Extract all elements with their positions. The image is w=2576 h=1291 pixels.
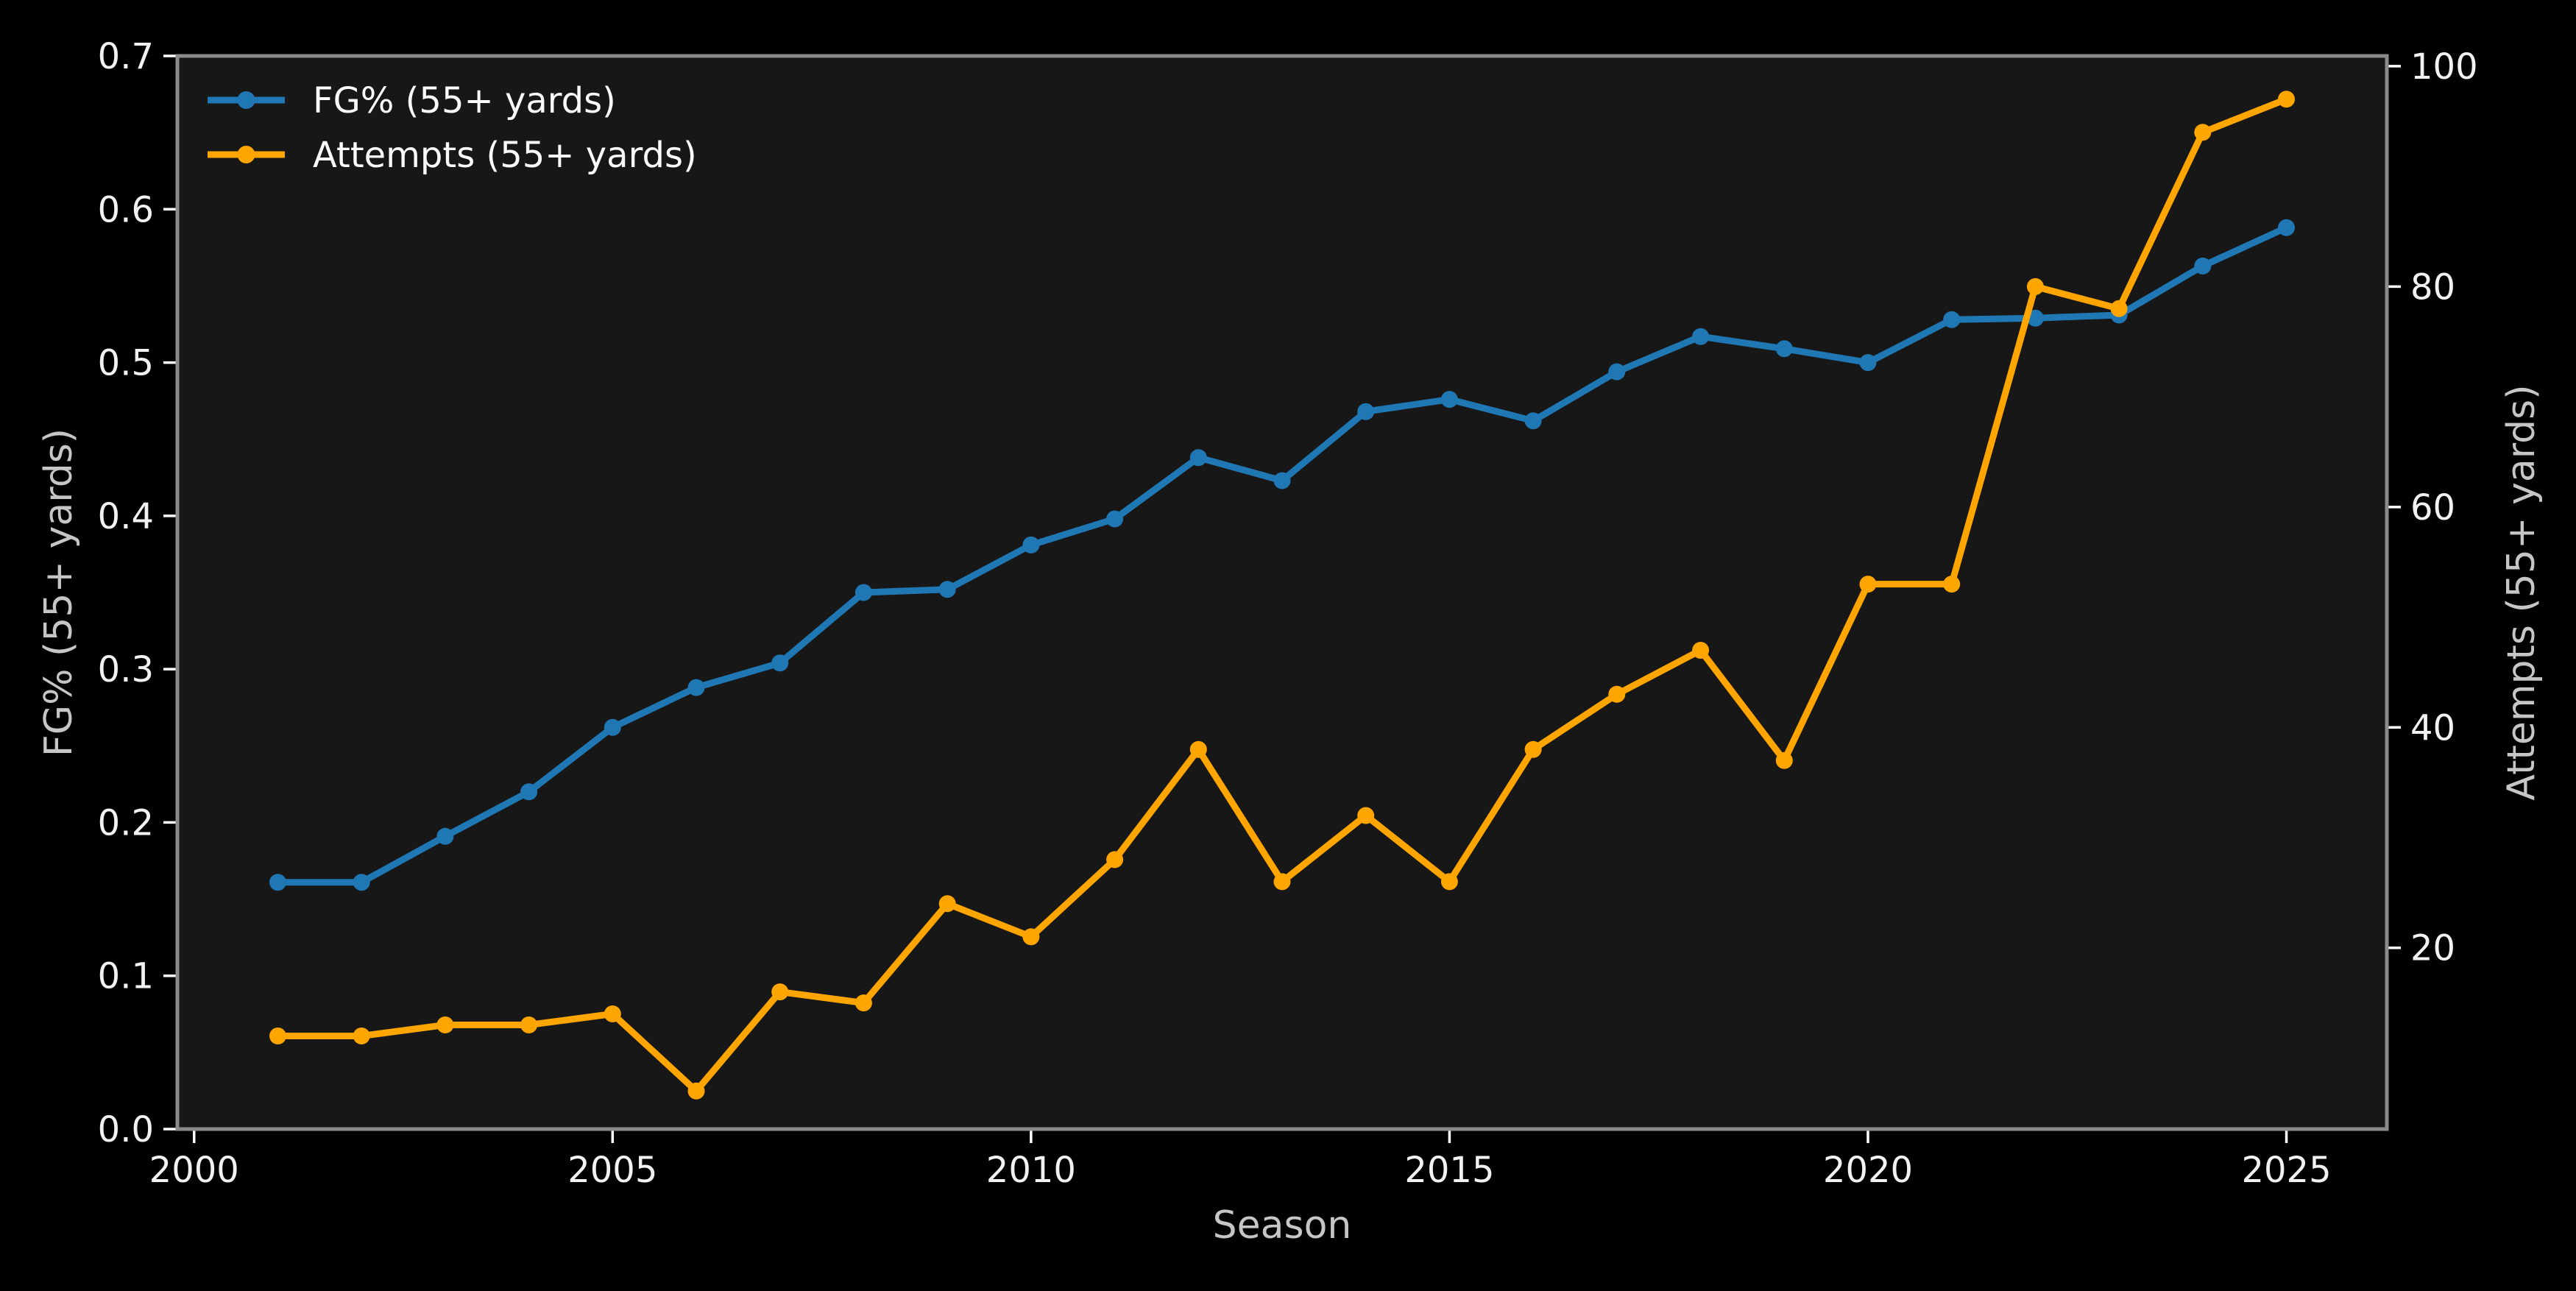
y-right-tick-label: 40	[2410, 707, 2455, 749]
series-marker	[353, 874, 370, 891]
legend-swatch-marker	[237, 146, 255, 163]
series-marker	[520, 783, 538, 801]
y-left-tick-label: 0.4	[98, 496, 154, 537]
series-marker	[771, 983, 789, 1001]
series-marker	[2194, 124, 2212, 141]
series-marker	[2278, 91, 2295, 108]
series-0	[269, 219, 2295, 891]
y-right-tick-label: 60	[2410, 487, 2455, 528]
series-marker	[854, 994, 872, 1012]
legend-swatch-marker	[237, 91, 255, 109]
x-tick-label: 2025	[2241, 1150, 2331, 1191]
series-marker	[1608, 685, 1626, 703]
series-marker	[854, 584, 872, 601]
series-marker	[687, 1082, 705, 1100]
series-marker	[1859, 354, 1877, 372]
y-axis-right: 20 40 60 80 100	[2388, 46, 2478, 969]
series-marker	[1273, 472, 1291, 489]
plot-area	[177, 56, 2387, 1129]
series-marker	[1524, 412, 1542, 430]
series-marker	[1775, 751, 1793, 769]
legend-item: Attempts (55+ yards)	[208, 135, 697, 176]
series-marker	[520, 1016, 538, 1033]
series-marker	[1859, 576, 1877, 593]
y-right-tick-label: 80	[2410, 266, 2455, 308]
y-left-tick-label: 0.5	[98, 343, 154, 384]
legend-label: FG% (55+ yards)	[313, 80, 616, 121]
series-marker	[938, 581, 956, 598]
y-left-tick-label: 0.0	[98, 1109, 154, 1150]
x-tick-label: 2005	[567, 1150, 657, 1191]
series-marker	[269, 874, 286, 891]
series-marker	[1022, 536, 1040, 553]
series-marker	[2278, 219, 2295, 236]
legend-item: FG% (55+ yards)	[208, 80, 616, 121]
series-marker	[1357, 403, 1375, 420]
series-marker	[1189, 449, 1207, 467]
series-marker	[1022, 928, 1040, 946]
x-axis-title: Season	[1213, 1203, 1352, 1248]
legend-label: Attempts (55+ yards)	[313, 135, 697, 176]
y-axis-title-right: Attempts (55+ yards)	[2499, 384, 2544, 800]
y-left-tick-label: 0.6	[98, 189, 154, 230]
series-marker	[938, 895, 956, 913]
x-tick-label: 2000	[149, 1150, 239, 1191]
x-tick-label: 2010	[986, 1150, 1076, 1191]
series-marker	[2110, 300, 2128, 317]
series-marker	[604, 718, 621, 736]
series-marker	[1692, 328, 1710, 345]
series-marker	[1106, 851, 1124, 869]
series-marker	[2194, 257, 2212, 275]
y-axis-left: 0.0 0.1 0.2 0.3 0.4 0.5 0.6 0.7	[98, 36, 176, 1150]
x-tick-label: 2015	[1404, 1150, 1494, 1191]
series-marker	[1943, 576, 1961, 593]
series-marker	[1440, 873, 1458, 891]
series-marker	[1943, 311, 1961, 328]
y-left-tick-label: 0.2	[98, 802, 154, 843]
series-1	[269, 91, 2295, 1100]
y-left-tick-label: 0.1	[98, 956, 154, 997]
series-marker	[1357, 807, 1375, 824]
series-marker	[1106, 510, 1124, 528]
series-marker	[771, 654, 789, 672]
plot-frame	[175, 54, 2389, 1131]
y-left-tick-label: 0.3	[98, 649, 154, 690]
y-right-tick-label: 100	[2410, 46, 2478, 88]
series-marker	[269, 1028, 286, 1044]
y-right-tick-label: 20	[2410, 928, 2455, 969]
series-marker	[436, 827, 454, 845]
series-marker	[1608, 363, 1626, 381]
series-marker	[1273, 873, 1291, 891]
y-left-tick-label: 0.7	[98, 36, 154, 77]
series-marker	[604, 1005, 621, 1022]
series-marker	[436, 1016, 454, 1033]
series-marker	[687, 679, 705, 696]
series-marker	[1692, 642, 1710, 659]
series-marker	[1775, 340, 1793, 358]
series-marker	[1189, 740, 1207, 758]
x-tick-label: 2020	[1823, 1150, 1913, 1191]
series-marker	[2026, 277, 2044, 295]
series-marker	[1440, 391, 1458, 408]
y-axis-title-left: FG% (55+ yards)	[37, 428, 81, 757]
x-axis: 2000 2005 2010 2015 2020 2025	[149, 1131, 2332, 1191]
series-marker	[1524, 740, 1542, 758]
legend: FG% (55+ yards) Attempts (55+ yards)	[208, 80, 697, 176]
series-marker	[353, 1028, 370, 1044]
